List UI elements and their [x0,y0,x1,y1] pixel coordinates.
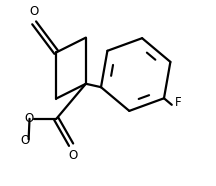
Text: O: O [20,134,30,147]
Text: F: F [175,97,182,109]
Text: O: O [24,112,33,125]
Text: O: O [30,5,39,18]
Text: O: O [68,149,78,162]
